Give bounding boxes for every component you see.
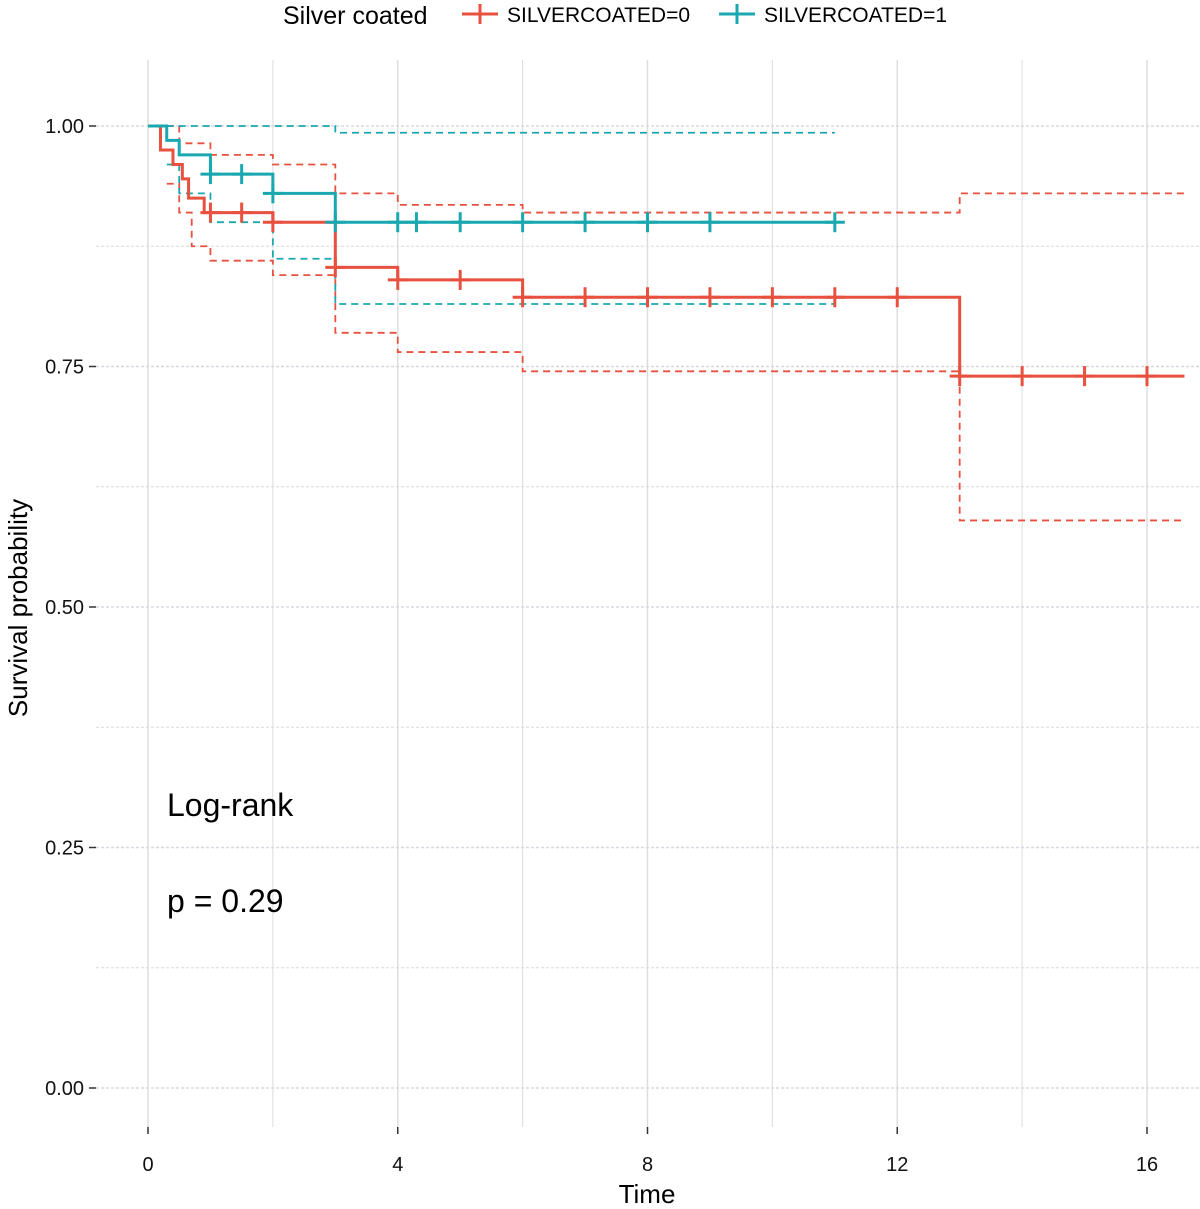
- y-tick-label: 0.25: [45, 838, 84, 860]
- y-tick-label: 1.00: [45, 116, 84, 138]
- series-1-censor-mark: [512, 212, 533, 233]
- series-1-censor-mark: [637, 212, 658, 233]
- y-tick-label: 0.50: [45, 597, 84, 619]
- series-0-censor-mark: [325, 257, 346, 278]
- series-0-censor-mark: [387, 269, 408, 290]
- legend-key-silvercoated-1: [719, 4, 755, 24]
- y-axis: 0.00 0.25 0.50 0.75 1.00: [45, 116, 96, 1100]
- series-1-censor-mark: [200, 164, 221, 185]
- series-0-censor-mark: [200, 202, 221, 223]
- series-0-censor-mark: [450, 269, 471, 290]
- series-0-censor-mark: [1012, 366, 1033, 387]
- series-0-censor-mark: [949, 366, 970, 387]
- y-tick-label: 0.00: [45, 1078, 84, 1100]
- x-tick-label: 12: [886, 1154, 908, 1176]
- series-0-censor-mark: [262, 212, 283, 233]
- legend-label-silvercoated-1: SILVERCOATED=1: [764, 4, 948, 27]
- grid-lines: [96, 60, 1200, 1127]
- legend: Silver coated SILVERCOATED=0 SILVERCOATE…: [0, 0, 1200, 34]
- y-axis-title: Survival probability: [3, 499, 33, 717]
- survival-curves: [148, 124, 1185, 378]
- series-1-censor-mark: [231, 164, 252, 185]
- series-0-censor-mark: [231, 202, 252, 223]
- confidence-bands: [166, 125, 1185, 522]
- series-0-censor-mark: [887, 287, 908, 308]
- series-1-censor-mark: [262, 183, 283, 204]
- series-0-ci-lower: [166, 182, 1185, 522]
- series-1-censor-mark: [575, 212, 596, 233]
- legend-title: Silver coated: [283, 2, 428, 30]
- series-0-censor-mark: [637, 287, 658, 308]
- x-tick-label: 0: [142, 1154, 153, 1176]
- censor-marks: [200, 164, 1157, 387]
- series-0-censor-mark: [1074, 366, 1095, 387]
- p-value-label: p = 0.29: [167, 883, 284, 919]
- legend-key-silvercoated-0: [462, 4, 498, 24]
- x-tick-label: 16: [1136, 1154, 1158, 1176]
- series-1-censor-mark: [406, 212, 427, 233]
- series-0-censor-mark: [1137, 366, 1157, 387]
- series-1-censor-mark: [325, 212, 346, 233]
- x-axis: 0 4 8 12 16: [142, 1127, 1158, 1176]
- logrank-label: Log-rank: [167, 787, 294, 823]
- series-1-ci-lower: [166, 163, 835, 305]
- x-tick-label: 8: [642, 1154, 653, 1176]
- series-1-censor-mark: [824, 212, 845, 233]
- series-1-censor-mark: [450, 212, 471, 233]
- y-tick-label: 0.75: [45, 357, 84, 379]
- x-axis-title: Time: [619, 1179, 676, 1209]
- series-1-ci-upper: [166, 125, 835, 134]
- series-0-censor-mark: [575, 287, 596, 308]
- series-0-curve: [148, 124, 1185, 378]
- series-0-ci-upper: [166, 125, 1185, 214]
- x-tick-label: 4: [392, 1154, 403, 1176]
- series-0-censor-mark: [512, 287, 533, 308]
- series-1-censor-mark: [387, 212, 408, 233]
- legend-label-silvercoated-0: SILVERCOATED=0: [507, 4, 691, 27]
- series-0-censor-mark: [699, 287, 720, 308]
- series-0-censor-mark: [824, 287, 845, 308]
- series-0-censor-mark: [762, 287, 783, 308]
- series-1-censor-mark: [699, 212, 720, 233]
